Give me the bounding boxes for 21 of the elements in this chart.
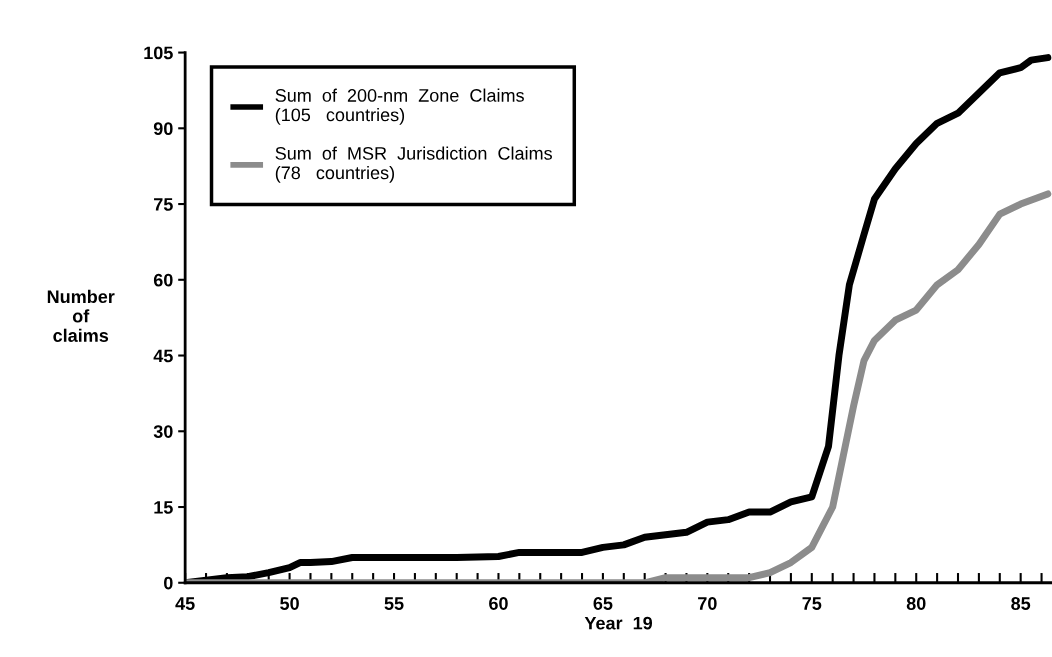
legend-label: Sum of MSR Jurisdiction Claims (78 countries) bbox=[275, 146, 552, 183]
x-tick-label: 60 bbox=[489, 597, 508, 610]
y-tick-label: 105 bbox=[144, 46, 173, 60]
x-tick-label: 65 bbox=[593, 597, 613, 610]
x-tick-label: 85 bbox=[1011, 597, 1031, 610]
x-tick-label: 55 bbox=[384, 597, 404, 610]
y-tick-label: 15 bbox=[154, 501, 173, 514]
y-tick-label: 30 bbox=[153, 425, 173, 439]
y-tick-label: 60 bbox=[153, 273, 173, 287]
y-tick-label: 90 bbox=[153, 122, 173, 136]
x-tick-label: 70 bbox=[698, 597, 717, 610]
x-tick-label: 50 bbox=[280, 597, 299, 610]
x-tick-label: 75 bbox=[802, 597, 822, 610]
legend-label: Sum of 200-nm Zone Claims (105 countries) bbox=[275, 88, 524, 125]
y-tick-label: 0 bbox=[164, 576, 173, 590]
x-axis-title: Year 19 bbox=[584, 616, 653, 630]
y-tick-label: 75 bbox=[154, 198, 173, 211]
x-tick-label: 80 bbox=[906, 597, 926, 610]
y-tick-label: 45 bbox=[153, 349, 173, 363]
x-tick-label: 45 bbox=[175, 597, 195, 610]
y-axis-title: Number of claims bbox=[47, 289, 115, 342]
